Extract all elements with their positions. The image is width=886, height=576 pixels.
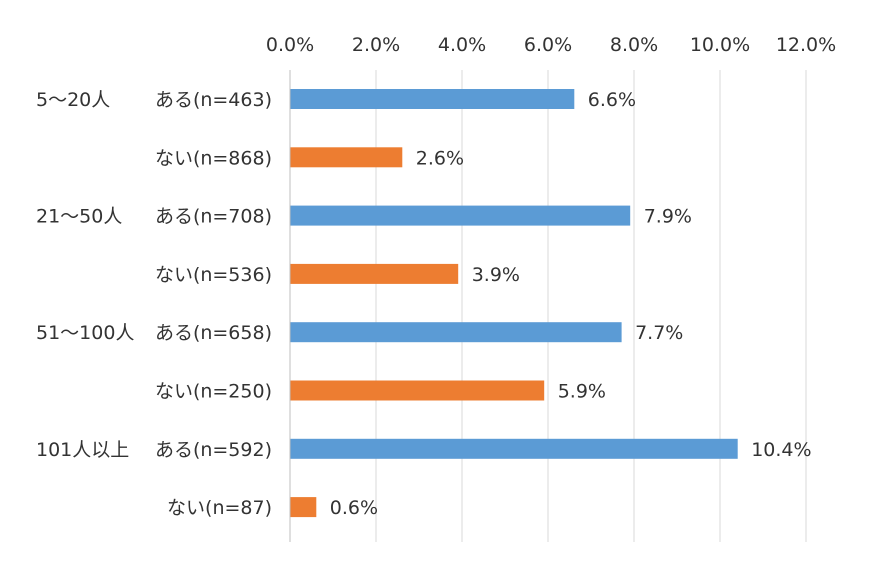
bar (290, 205, 631, 226)
value-label: 0.6% (330, 497, 378, 519)
group-label: 101人以上 (36, 439, 129, 461)
x-tick-label: 0.0% (266, 34, 314, 56)
value-label: 5.9% (558, 381, 606, 403)
gridlines (289, 70, 807, 542)
category-label: ない(n=87) (167, 497, 272, 519)
category-label: ある(n=708) (155, 206, 272, 228)
x-tick-label: 8.0% (610, 34, 658, 56)
bar (290, 438, 738, 459)
value-label: 7.9% (644, 206, 692, 228)
bars: 6.6% 2.6% 7.9% 3.9% 7.7% 5.9% 10.4% 0.6% (290, 89, 812, 519)
value-label: 6.6% (588, 89, 636, 111)
group-label: 5～20人 (36, 89, 110, 111)
value-label: 3.9% (472, 264, 520, 286)
category-label: ない(n=536) (155, 264, 272, 286)
x-tick-label: 4.0% (438, 34, 486, 56)
group-label: 51～100人 (36, 322, 134, 344)
value-label: 10.4% (751, 439, 811, 461)
category-label: ない(n=250) (155, 381, 272, 403)
category-label: ない(n=868) (155, 147, 272, 169)
group-label: 21～50人 (36, 206, 122, 228)
category-label: ある(n=658) (155, 322, 272, 344)
bar (290, 147, 403, 168)
x-tick-label: 10.0% (690, 34, 750, 56)
x-tick-label: 2.0% (352, 34, 400, 56)
bar (290, 497, 317, 518)
value-label: 7.7% (635, 322, 683, 344)
x-tick-label: 12.0% (776, 34, 836, 56)
bar (290, 263, 459, 284)
bar (290, 322, 622, 343)
category-label: ある(n=592) (155, 439, 272, 461)
category-label: ある(n=463) (155, 89, 272, 111)
value-label: 2.6% (416, 147, 464, 169)
bar (290, 380, 545, 401)
x-tick-label: 6.0% (524, 34, 572, 56)
category-labels: 5～20人 ある(n=463) ない(n=868) 21～50人 ある(n=708) ない… (36, 89, 272, 519)
x-axis-tick-labels: 0.0% 2.0% 4.0% 6.0% 8.0% 10.0% 12.0% (266, 34, 836, 56)
bar (290, 89, 575, 109)
